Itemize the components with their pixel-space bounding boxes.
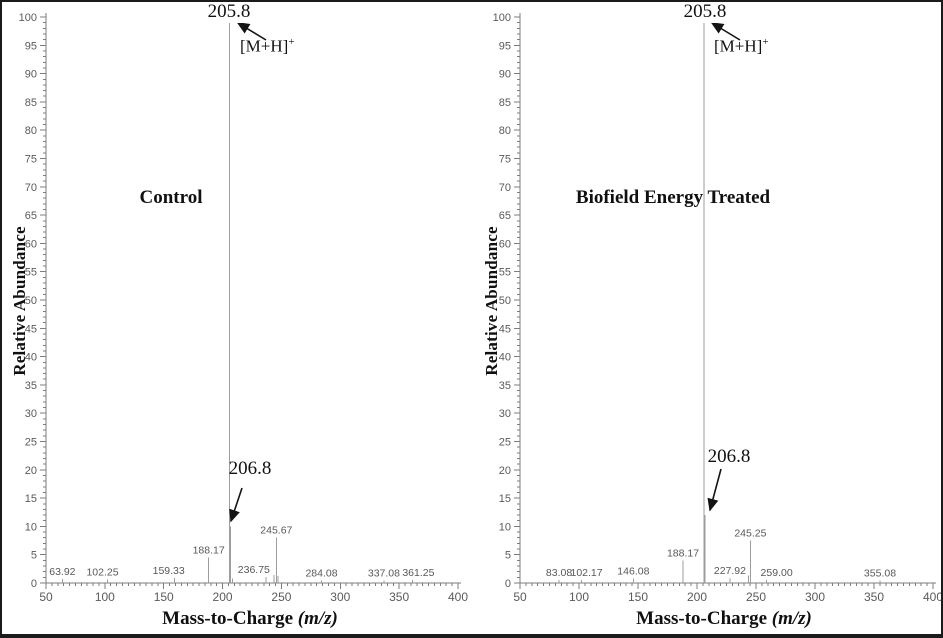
svg-text:102.25: 102.25: [86, 567, 118, 579]
svg-text:30: 30: [499, 408, 511, 420]
svg-text:200: 200: [213, 590, 233, 604]
svg-text:100: 100: [95, 590, 115, 604]
svg-text:259.00: 259.00: [761, 567, 793, 579]
y-axis-title-control: Relative Abundance: [10, 226, 29, 376]
svg-text:300: 300: [805, 590, 825, 604]
svg-text:146.08: 146.08: [617, 565, 649, 577]
svg-text:75: 75: [25, 154, 37, 166]
svg-text:250: 250: [746, 590, 766, 604]
x-axis-title-mz: (m/z): [297, 608, 338, 629]
svg-text:35: 35: [25, 380, 37, 392]
svg-text:100: 100: [493, 12, 511, 24]
svg-text:20: 20: [25, 465, 37, 477]
svg-text:250: 250: [271, 590, 291, 604]
svg-text:83.08: 83.08: [546, 567, 572, 579]
svg-text:45: 45: [499, 323, 511, 335]
svg-text:227.92: 227.92: [714, 565, 746, 577]
svg-text:245.25: 245.25: [734, 528, 766, 540]
svg-text:95: 95: [499, 40, 511, 52]
svg-text:200: 200: [687, 590, 707, 604]
svg-text:361.25: 361.25: [402, 567, 434, 579]
svg-text:85: 85: [25, 97, 37, 109]
svg-text:5: 5: [31, 550, 37, 562]
molecular-ion-label-control: [M+H]+: [240, 36, 295, 57]
svg-text:0: 0: [505, 578, 511, 590]
molecular-ion-charge: +: [288, 36, 295, 48]
svg-text:40: 40: [499, 352, 511, 364]
svg-text:60: 60: [499, 238, 511, 250]
svg-text:95: 95: [25, 40, 37, 52]
svg-text:85: 85: [499, 97, 511, 109]
svg-text:80: 80: [25, 125, 37, 137]
svg-text:45: 45: [25, 323, 37, 335]
molecular-ion-label-treated: [M+H]+: [714, 36, 769, 57]
svg-text:400: 400: [923, 590, 943, 604]
base-peak-label-control: 205.8: [205, 1, 253, 23]
panel-title-treated: Biofield Energy Treated: [575, 187, 771, 208]
svg-text:5: 5: [505, 550, 511, 562]
svg-text:300: 300: [330, 590, 350, 604]
svg-text:55: 55: [499, 267, 511, 279]
svg-text:50: 50: [25, 295, 37, 307]
svg-text:350: 350: [864, 590, 884, 604]
svg-text:60: 60: [25, 238, 37, 250]
svg-text:284.08: 284.08: [305, 568, 337, 580]
x-axis-title-text: Mass-to-Charge: [636, 608, 767, 629]
secondary-peak-label-treated: 206.8: [707, 446, 751, 467]
svg-text:25: 25: [25, 437, 37, 449]
svg-text:355.08: 355.08: [864, 568, 896, 580]
svg-text:245.67: 245.67: [260, 525, 292, 537]
svg-text:10: 10: [25, 521, 37, 533]
svg-text:102.17: 102.17: [570, 567, 602, 579]
svg-text:350: 350: [389, 590, 409, 604]
svg-text:236.75: 236.75: [238, 564, 270, 576]
svg-text:40: 40: [25, 352, 37, 364]
svg-text:100: 100: [569, 590, 589, 604]
molecular-ion-charge: +: [762, 36, 769, 48]
svg-text:55: 55: [25, 267, 37, 279]
svg-text:50: 50: [499, 295, 511, 307]
svg-text:159.33: 159.33: [153, 565, 185, 577]
svg-text:400: 400: [448, 590, 468, 604]
svg-text:20: 20: [499, 465, 511, 477]
x-axis-title-mz: (m/z): [771, 608, 812, 629]
svg-text:10: 10: [499, 521, 511, 533]
svg-text:65: 65: [499, 210, 511, 222]
svg-text:30: 30: [25, 408, 37, 420]
secondary-peak-label-control: 206.8: [228, 458, 272, 479]
svg-text:65: 65: [25, 210, 37, 222]
svg-text:188.17: 188.17: [193, 545, 225, 557]
molecular-ion-text: [M+H]: [240, 36, 289, 56]
svg-text:70: 70: [499, 182, 511, 194]
svg-text:90: 90: [499, 69, 511, 81]
svg-text:90: 90: [25, 69, 37, 81]
svg-text:50: 50: [39, 590, 53, 604]
svg-text:80: 80: [499, 125, 511, 137]
x-axis-title-control: Mass-to-Charge (m/z): [162, 608, 338, 630]
molecular-ion-text: [M+H]: [714, 36, 763, 56]
svg-text:0: 0: [31, 578, 37, 590]
base-peak-label-treated: 205.8: [681, 1, 729, 23]
svg-text:100: 100: [19, 12, 37, 24]
svg-text:15: 15: [499, 493, 511, 505]
svg-text:50: 50: [513, 590, 527, 604]
y-axis-title-treated: Relative Abundance: [482, 226, 501, 376]
x-axis-title-treated: Mass-to-Charge (m/z): [636, 608, 812, 630]
svg-text:15: 15: [25, 493, 37, 505]
svg-text:150: 150: [628, 590, 648, 604]
svg-text:25: 25: [499, 437, 511, 449]
svg-text:337.08: 337.08: [368, 568, 400, 580]
svg-text:70: 70: [25, 182, 37, 194]
svg-text:75: 75: [499, 154, 511, 166]
svg-text:150: 150: [154, 590, 174, 604]
svg-text:35: 35: [499, 380, 511, 392]
svg-text:63.92: 63.92: [49, 566, 75, 578]
svg-text:188.17: 188.17: [667, 547, 699, 559]
panel-title-control: Control: [139, 187, 203, 208]
x-axis-title-text: Mass-to-Charge: [162, 608, 293, 629]
